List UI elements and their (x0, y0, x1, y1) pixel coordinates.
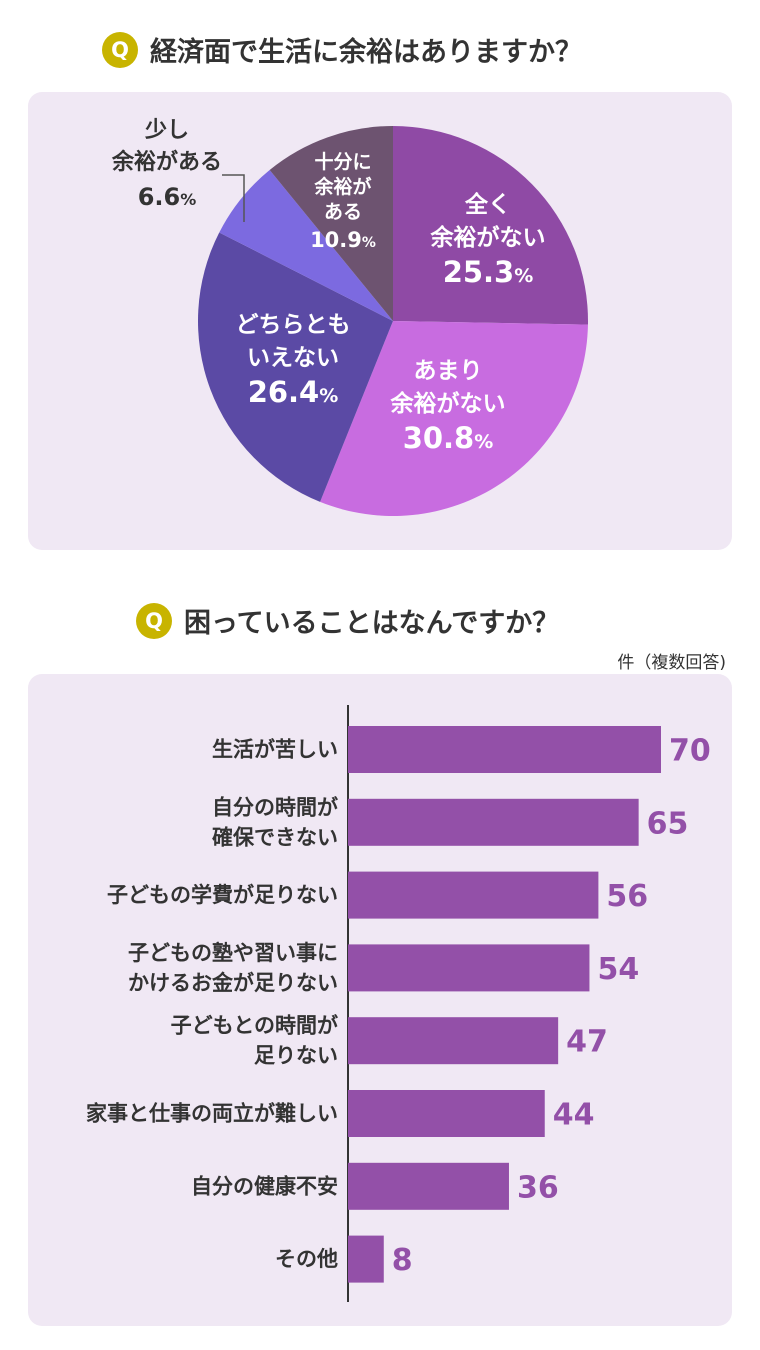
question-1-heading: Q 経済面で生活に余裕はありますか？ (102, 30, 582, 69)
pie-chart-card (28, 92, 732, 550)
bar-chart-card (28, 674, 732, 1326)
unit-note: 件（複数回答) (617, 653, 726, 673)
question-2-heading: Q 困っていることはなんですか？ (136, 601, 559, 640)
question-badge: Q (102, 31, 138, 68)
question-1-title: 経済面で生活に余裕はありますか？ (150, 37, 582, 68)
question-badge: Q (136, 602, 172, 639)
question-2-title: 困っていることはなんですか？ (184, 608, 560, 639)
